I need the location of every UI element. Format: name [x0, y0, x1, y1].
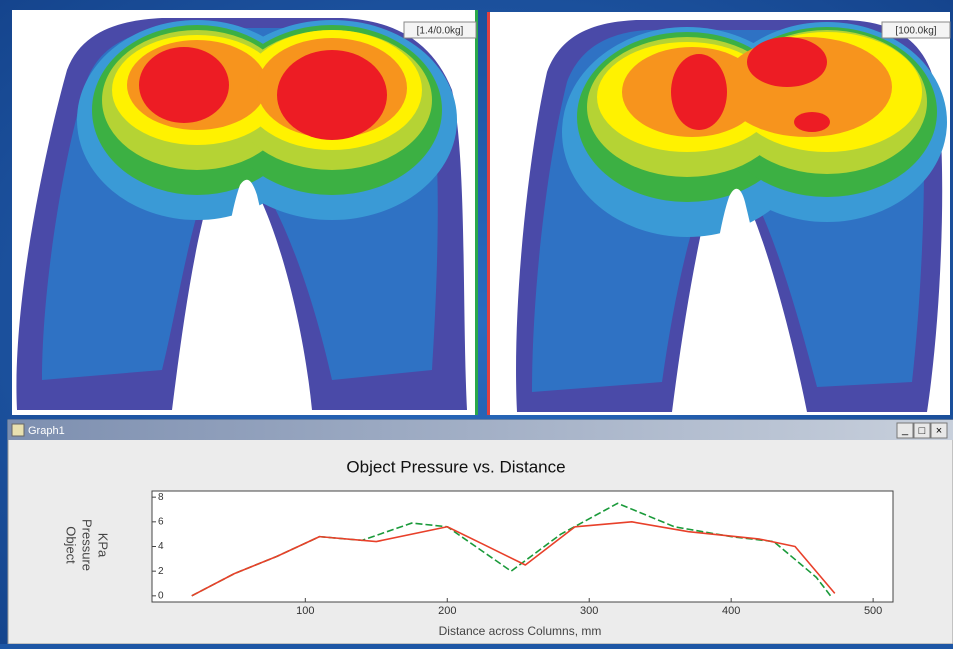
y-tick-label: 8	[158, 492, 164, 503]
y-tick-label: 6	[158, 516, 164, 527]
graph-window: Graph1 _ □ × Object Pressure vs. Distanc…	[7, 419, 953, 645]
minimize-icon[interactable]: _	[901, 424, 909, 436]
y-tick-label: 4	[158, 541, 164, 552]
x-tick-label: 500	[864, 605, 882, 617]
plot-area	[151, 490, 894, 603]
x-tick-label: 200	[438, 605, 456, 617]
close-button[interactable]	[930, 422, 948, 439]
window-title: Graph1	[28, 425, 65, 437]
x-tick-label: 100	[296, 605, 314, 617]
y-axis-label: Pressure	[80, 519, 95, 571]
close-icon[interactable]: ×	[936, 425, 942, 437]
x-tick-label: 400	[722, 605, 740, 617]
pressure-map-right: [100.0kg]	[487, 12, 951, 415]
y-tick-label: 0	[158, 590, 164, 601]
panel-label: [100.0kg]	[895, 26, 936, 37]
minimize-button[interactable]	[896, 422, 914, 439]
maximize-button[interactable]	[913, 422, 931, 439]
series-line	[191, 521, 836, 597]
x-axis-label: Distance across Columns, mm	[439, 624, 602, 638]
window-buttons: _ □ ×	[896, 422, 948, 439]
y-axis-label: Object	[64, 526, 79, 564]
x-tick-label: 300	[580, 605, 598, 617]
maximize-icon[interactable]: □	[919, 425, 926, 437]
pressure-map-left: [1.4/0.0kg]	[12, 10, 478, 415]
series-line	[191, 502, 832, 597]
y-tick-label: 2	[158, 566, 164, 577]
panel-label: [1.4/0.0kg]	[417, 26, 464, 37]
y-axis-label: KPa	[96, 533, 111, 558]
chart-title: Object Pressure vs. Distance	[346, 457, 565, 476]
